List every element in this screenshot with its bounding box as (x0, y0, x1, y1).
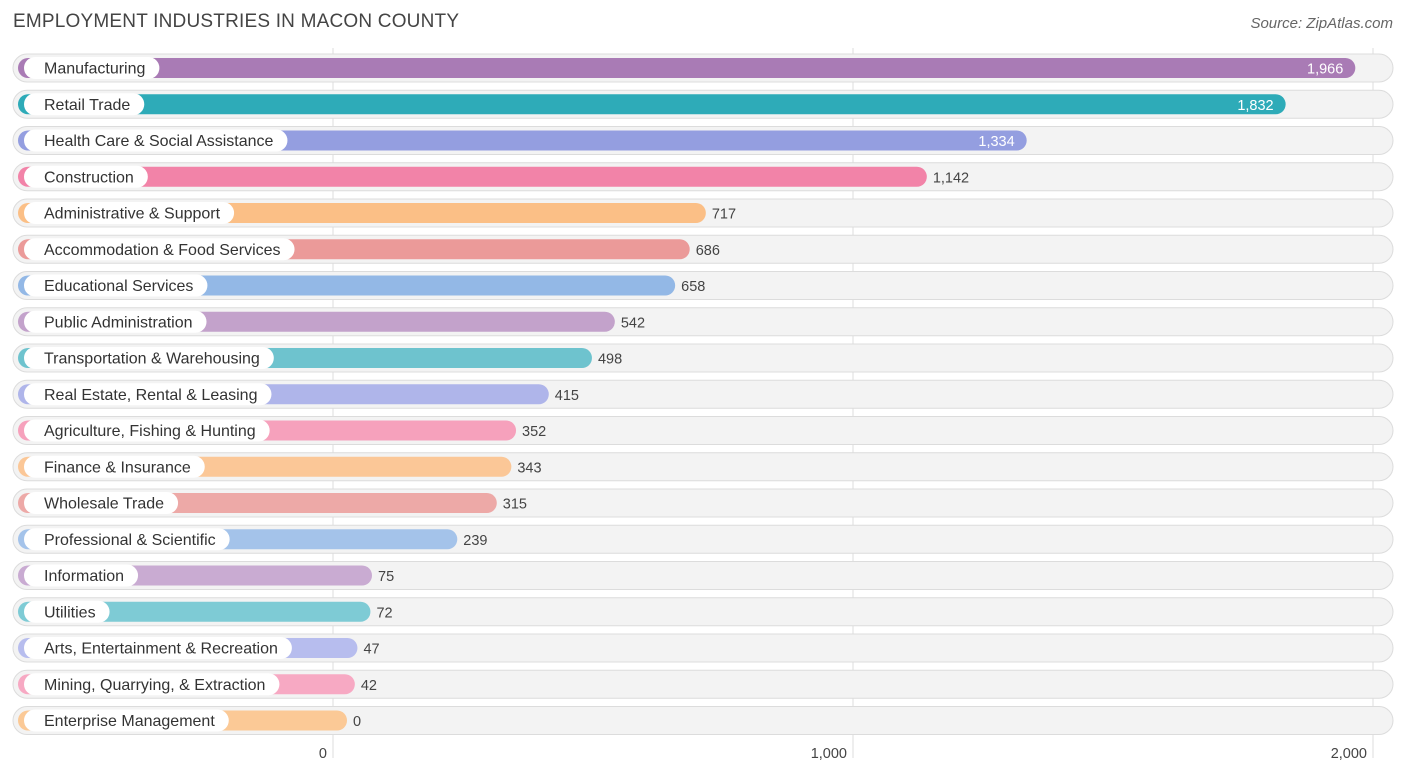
category-label-pill (24, 455, 205, 478)
bar-row: Manufacturing 1,966 (12, 53, 1394, 83)
bar-row: Retail Trade 1,832 (12, 89, 1394, 119)
category-label-pill (24, 57, 160, 79)
category-label: Utilities (44, 604, 96, 621)
bar-row: Transportation & Warehousing 498 (12, 343, 1394, 373)
bar-row: Utilities 72 (12, 597, 1394, 627)
category-label-pill (24, 238, 295, 261)
category-label: Accommodation & Food Services (44, 242, 281, 259)
bar (18, 166, 927, 187)
value-label: 343 (517, 460, 541, 476)
value-label: 315 (503, 497, 527, 513)
bar-row: Professional & Scientific 239 (12, 524, 1394, 554)
value-label: 498 (598, 352, 622, 368)
category-label: Educational Services (44, 278, 193, 295)
category-label-pill (24, 310, 207, 333)
category-label: Arts, Entertainment & Recreation (44, 641, 278, 658)
bar-row: Mining, Quarrying, & Extraction 42 (12, 669, 1394, 699)
value-label: 1,334 (978, 134, 1014, 150)
category-label-pill (24, 93, 145, 116)
x-tick-label: 2,000 (1331, 746, 1367, 762)
category-label-pill (24, 492, 179, 514)
category-label-pill (24, 274, 208, 297)
bar-row: Arts, Entertainment & Recreation 47 (12, 633, 1394, 663)
bar-row: Information 75 (12, 561, 1394, 590)
category-label: Mining, Quarrying, & Extraction (44, 677, 265, 694)
bar-row: Educational Services 658 (12, 271, 1394, 300)
value-label: 686 (696, 243, 720, 259)
x-tick-label: 1,000 (811, 746, 847, 762)
bar-row: Finance & Insurance 343 (12, 452, 1394, 482)
bar-row: Public Administration 542 (12, 307, 1394, 337)
bar-track (12, 633, 1394, 663)
bar-rows: Manufacturing 1,966 Retail Trade 1,832 Healt… (12, 53, 1394, 735)
chart-title: EMPLOYMENT INDUSTRIES IN MACON COUNTY (13, 11, 460, 32)
source-credit: Source: ZipAtlas.com (1250, 15, 1393, 32)
bar-row: Accommodation & Food Services 686 (12, 234, 1394, 264)
x-tick-label: 0 (319, 746, 327, 762)
value-label: 239 (463, 533, 487, 549)
value-label: 47 (363, 642, 379, 658)
bar (18, 94, 1286, 115)
category-label-pill (24, 347, 274, 369)
category-label: Information (44, 568, 124, 585)
category-label: Public Administration (44, 314, 193, 331)
category-label: Transportation & Warehousing (44, 351, 260, 368)
category-label-pill (24, 528, 230, 551)
category-label-pill (24, 202, 235, 224)
category-label-pill (24, 419, 270, 442)
value-label: 717 (712, 207, 736, 223)
value-label: 352 (522, 424, 546, 440)
category-label-pill (24, 564, 139, 587)
bar-track (12, 669, 1394, 699)
value-label: 542 (621, 315, 645, 331)
value-label: 1,966 (1307, 62, 1343, 78)
bar (18, 58, 1356, 78)
category-label: Health Care & Social Assistance (44, 133, 274, 150)
category-label-pill (24, 709, 229, 732)
category-label: Finance & Insurance (44, 459, 191, 476)
value-label: 75 (378, 569, 394, 585)
category-label: Administrative & Support (44, 206, 221, 223)
category-label-pill (24, 129, 288, 152)
category-label-pill (24, 165, 148, 188)
bar-row: Real Estate, Rental & Leasing 415 (12, 379, 1394, 409)
category-label: Real Estate, Rental & Leasing (44, 387, 257, 404)
bar-row: Wholesale Trade 315 (12, 488, 1394, 518)
category-label: Professional & Scientific (44, 532, 216, 549)
category-label-pill (24, 600, 110, 623)
category-label-pill (24, 673, 280, 696)
value-label: 0 (353, 714, 361, 730)
category-label: Enterprise Management (44, 713, 215, 730)
bar-row: Administrative & Support 717 (12, 198, 1394, 228)
category-label: Manufacturing (44, 61, 145, 78)
category-label: Agriculture, Fishing & Hunting (44, 423, 256, 440)
bar-row: Health Care & Social Assistance 1,334 (12, 126, 1394, 155)
value-label: 42 (361, 678, 377, 694)
x-axis: 0 1,000 2,000 (319, 746, 1367, 762)
bar-track (12, 706, 1394, 735)
value-label: 1,142 (933, 170, 969, 186)
bar-row: Enterprise Management 0 (12, 706, 1394, 735)
category-label: Wholesale Trade (44, 496, 164, 513)
bar-row: Construction 1,142 (12, 162, 1394, 192)
value-label: 415 (555, 388, 579, 404)
category-label-pill (24, 383, 272, 406)
category-label-pill (24, 637, 292, 659)
bar-row: Agriculture, Fishing & Hunting 352 (12, 416, 1394, 445)
category-label: Construction (44, 169, 134, 186)
category-label: Retail Trade (44, 97, 130, 114)
value-label: 1,832 (1237, 98, 1273, 114)
value-label: 72 (376, 605, 392, 621)
value-label: 658 (681, 279, 705, 295)
